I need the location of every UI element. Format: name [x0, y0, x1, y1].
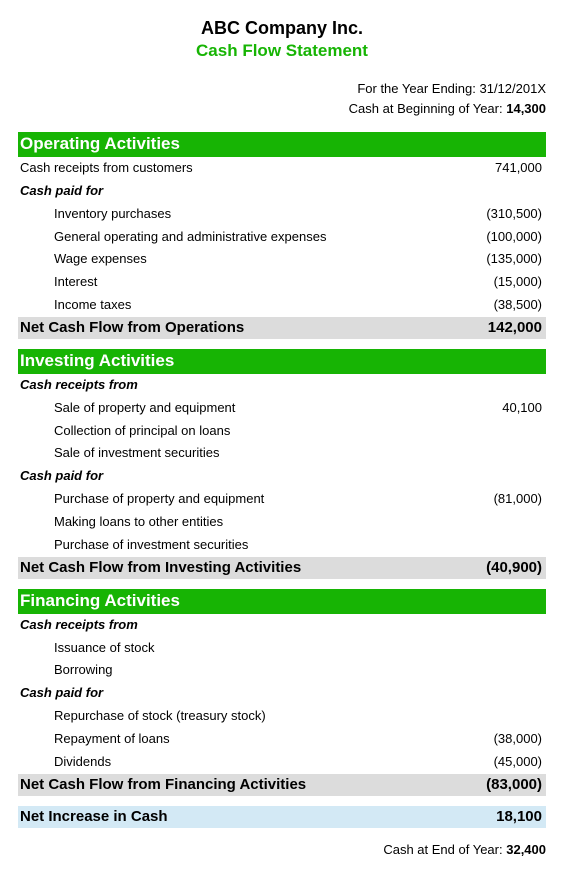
financing-paid-item-row: Repurchase of stock (treasury stock) — [18, 705, 546, 728]
financing-receipt-item-label: Borrowing — [20, 661, 452, 680]
financing-paid-item-label: Dividends — [20, 753, 452, 772]
cash-begin-value: 14,300 — [506, 101, 546, 116]
financing-paid-item-row: Repayment of loans(38,000) — [18, 728, 546, 751]
operating-total-row: Net Cash Flow from Operations 142,000 — [18, 317, 546, 339]
investing-receipts-header: Cash receipts from — [18, 374, 546, 397]
investing-paid-item-label: Making loans to other entities — [20, 513, 452, 532]
investing-receipt-item-row: Sale of investment securities — [18, 442, 546, 465]
operating-paid-header: Cash paid for — [18, 180, 546, 203]
investing-receipt-item-label: Sale of investment securities — [20, 444, 452, 463]
operating-item-label: Interest — [20, 273, 452, 292]
investing-paid-item-row: Making loans to other entities — [18, 511, 546, 534]
operating-item-row: Wage expenses(135,000) — [18, 248, 546, 271]
operating-receipts-label: Cash receipts from customers — [20, 159, 452, 178]
section-header-financing: Financing Activities — [18, 589, 546, 614]
investing-paid-item-row: Purchase of property and equipment(81,00… — [18, 488, 546, 511]
operating-item-label: Income taxes — [20, 296, 452, 315]
investing-receipt-item-label: Sale of property and equipment — [20, 399, 452, 418]
financing-receipts-header: Cash receipts from — [18, 614, 546, 637]
operating-item-label: Inventory purchases — [20, 205, 452, 224]
operating-item-label: Wage expenses — [20, 250, 452, 269]
financing-total-label: Net Cash Flow from Financing Activities — [20, 776, 306, 793]
operating-item-label: General operating and administrative exp… — [20, 228, 452, 247]
operating-paid-label: Cash paid for — [20, 182, 542, 201]
financing-receipts-label: Cash receipts from — [20, 616, 542, 635]
cash-begin-line: Cash at Beginning of Year: 14,300 — [18, 99, 546, 119]
operating-item-value: (15,000) — [452, 273, 542, 292]
operating-item-value: (100,000) — [452, 228, 542, 247]
investing-total-row: Net Cash Flow from Investing Activities … — [18, 557, 546, 579]
financing-paid-item-row: Dividends(45,000) — [18, 751, 546, 774]
operating-item-row: Inventory purchases(310,500) — [18, 203, 546, 226]
investing-paid-item-label: Purchase of property and equipment — [20, 490, 452, 509]
financing-paid-header: Cash paid for — [18, 682, 546, 705]
operating-item-value: (310,500) — [452, 205, 542, 224]
investing-receipt-item-row: Collection of principal on loans — [18, 420, 546, 443]
operating-receipts-row: Cash receipts from customers 741,000 — [18, 157, 546, 180]
operating-item-value: (135,000) — [452, 250, 542, 269]
investing-paid-item-row: Purchase of investment securities — [18, 534, 546, 557]
financing-paid-label: Cash paid for — [20, 684, 542, 703]
financing-receipt-item-label: Issuance of stock — [20, 639, 452, 658]
year-ending-label: For the Year Ending: — [357, 81, 476, 96]
cash-end-label: Cash at End of Year: — [383, 842, 502, 857]
operating-receipts-value: 741,000 — [452, 159, 542, 178]
financing-paid-item-label: Repurchase of stock (treasury stock) — [20, 707, 452, 726]
net-increase-value: 18,100 — [452, 808, 542, 825]
operating-total-value: 142,000 — [452, 319, 542, 336]
investing-paid-header: Cash paid for — [18, 465, 546, 488]
company-name: ABC Company Inc. — [18, 18, 546, 39]
financing-total-value: (83,000) — [452, 776, 542, 793]
financing-receipt-item-row: Issuance of stock — [18, 637, 546, 660]
net-increase-row: Net Increase in Cash 18,100 — [18, 806, 546, 828]
operating-item-row: Interest(15,000) — [18, 271, 546, 294]
section-header-operating: Operating Activities — [18, 132, 546, 157]
investing-receipts-label: Cash receipts from — [20, 376, 542, 395]
meta-block: For the Year Ending: 31/12/201X Cash at … — [18, 79, 546, 118]
cash-begin-label: Cash at Beginning of Year: — [349, 101, 503, 116]
year-ending-line: For the Year Ending: 31/12/201X — [18, 79, 546, 99]
investing-receipt-item-value: 40,100 — [452, 399, 542, 418]
cash-end-value: 32,400 — [506, 842, 546, 857]
investing-total-value: (40,900) — [452, 559, 542, 576]
investing-paid-item-value: (81,000) — [452, 490, 542, 509]
operating-item-row: Income taxes(38,500) — [18, 294, 546, 317]
financing-receipt-item-row: Borrowing — [18, 659, 546, 682]
footer-line: Cash at End of Year: 32,400 — [18, 842, 546, 857]
financing-paid-item-label: Repayment of loans — [20, 730, 452, 749]
operating-total-label: Net Cash Flow from Operations — [20, 319, 244, 336]
financing-paid-item-value: (45,000) — [452, 753, 542, 772]
financing-paid-item-value: (38,000) — [452, 730, 542, 749]
document-title: Cash Flow Statement — [18, 41, 546, 61]
operating-item-value: (38,500) — [452, 296, 542, 315]
document-header: ABC Company Inc. Cash Flow Statement — [18, 18, 546, 61]
section-header-investing: Investing Activities — [18, 349, 546, 374]
investing-total-label: Net Cash Flow from Investing Activities — [20, 559, 301, 576]
investing-receipt-item-label: Collection of principal on loans — [20, 422, 452, 441]
investing-receipt-item-row: Sale of property and equipment40,100 — [18, 397, 546, 420]
net-increase-label: Net Increase in Cash — [20, 808, 168, 825]
operating-item-row: General operating and administrative exp… — [18, 226, 546, 249]
investing-paid-item-label: Purchase of investment securities — [20, 536, 452, 555]
investing-paid-label: Cash paid for — [20, 467, 542, 486]
year-ending-value: 31/12/201X — [479, 81, 546, 96]
financing-total-row: Net Cash Flow from Financing Activities … — [18, 774, 546, 796]
